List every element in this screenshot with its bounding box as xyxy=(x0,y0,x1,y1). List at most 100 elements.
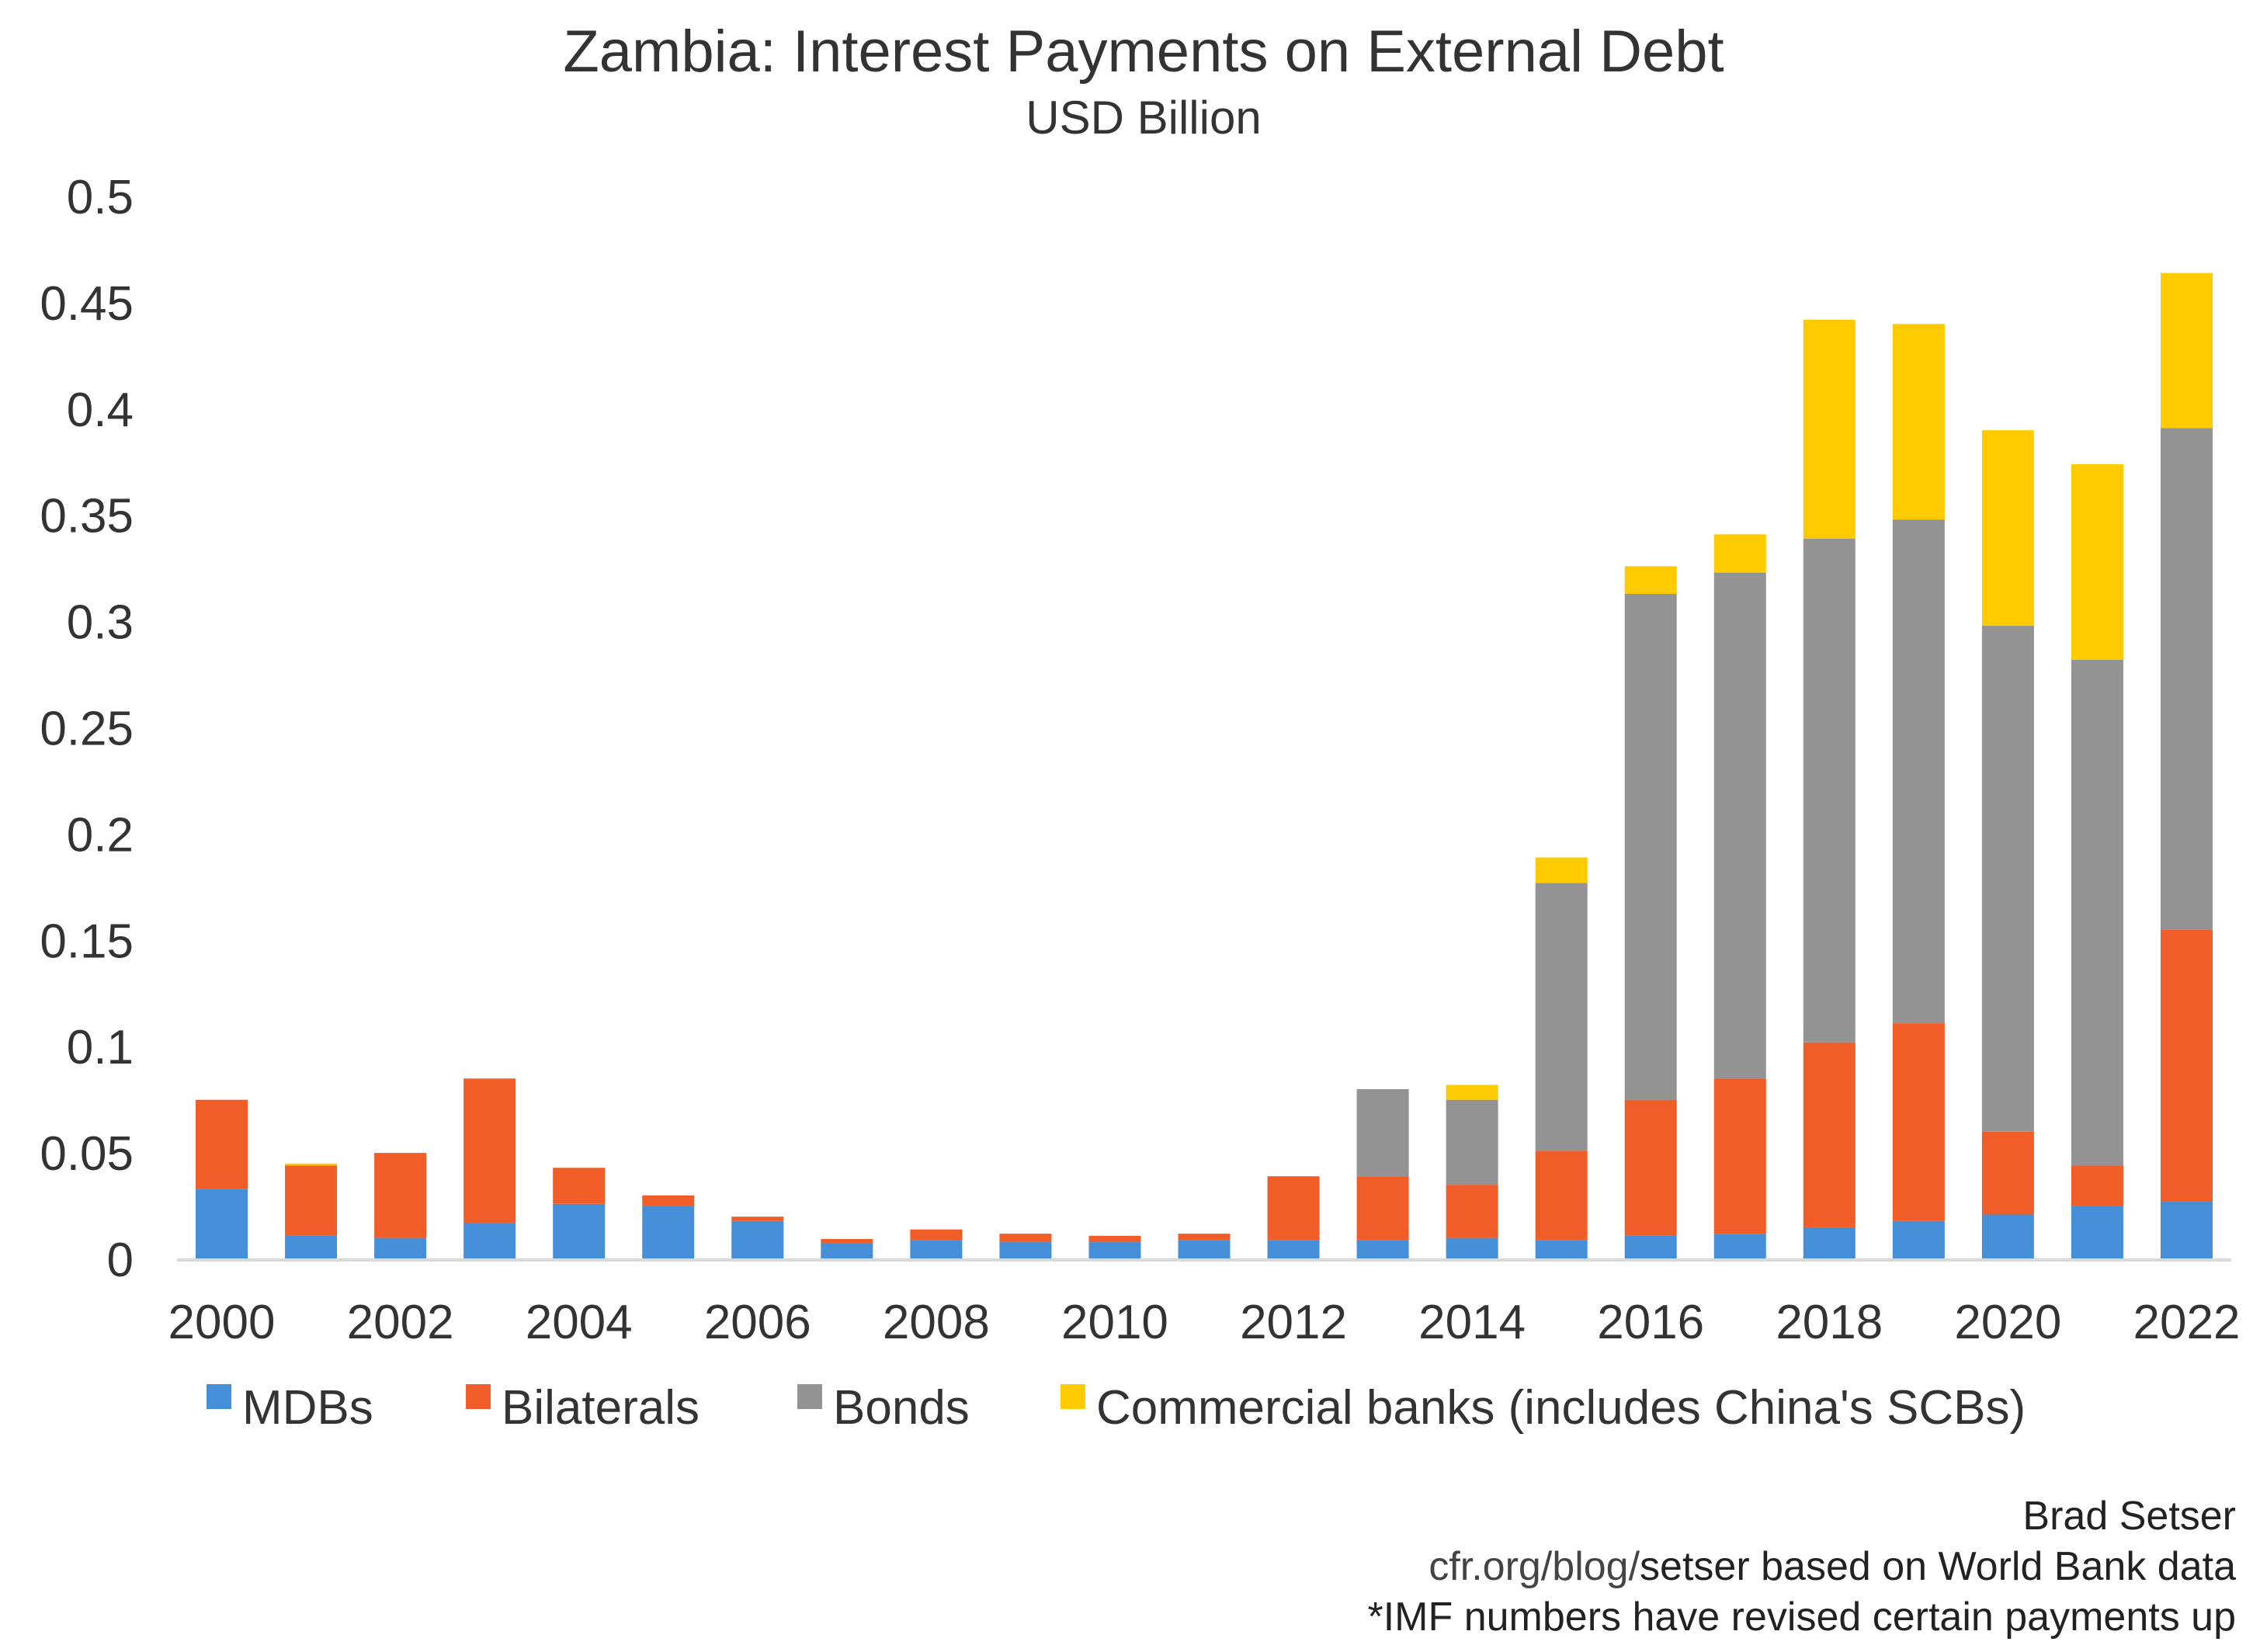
bar-mdbs-2017 xyxy=(1713,1234,1766,1259)
chart-title: Zambia: Interest Payments on External De… xyxy=(563,19,1724,85)
bar-mdbs-2004 xyxy=(553,1203,606,1259)
bar-bonds-2019 xyxy=(1892,519,1945,1024)
bar-mdbs-2016 xyxy=(1624,1235,1677,1259)
bar-mdbs-2014 xyxy=(1446,1237,1498,1259)
y-tick-label: 0.3 xyxy=(67,596,134,650)
bar-commercial-2017 xyxy=(1713,534,1766,573)
bar-commercial-2020 xyxy=(1981,430,2034,626)
bar-bonds-2016 xyxy=(1624,594,1677,1100)
bar-mdbs-2018 xyxy=(1803,1227,1856,1259)
bar-bilaterals-2007 xyxy=(821,1238,873,1244)
bar-bilaterals-2005 xyxy=(642,1195,695,1206)
x-tick-label: 2022 xyxy=(2133,1296,2241,1349)
bar-mdbs-2001 xyxy=(285,1235,338,1259)
bar-bonds-2018 xyxy=(1803,538,1856,1043)
legend-swatch xyxy=(466,1384,491,1409)
footer-source-rest: setser based on World Bank data xyxy=(1640,1544,2236,1589)
bar-mdbs-2000 xyxy=(196,1189,248,1259)
bars xyxy=(196,272,2213,1259)
bar-commercial-2014 xyxy=(1446,1085,1498,1100)
footer-source: cfr.org/blog/setser based on World Bank … xyxy=(1429,1544,2236,1589)
legend-swatch xyxy=(1061,1384,1085,1409)
x-tick-label: 2014 xyxy=(1418,1296,1526,1349)
bar-mdbs-2020 xyxy=(1981,1214,2034,1259)
bar-mdbs-2019 xyxy=(1892,1220,1945,1259)
y-tick-label: 0 xyxy=(107,1234,134,1287)
legend-swatch xyxy=(797,1384,822,1409)
x-tick-label: 2004 xyxy=(526,1296,633,1349)
bar-mdbs-2005 xyxy=(642,1206,695,1259)
y-tick-label: 0.45 xyxy=(40,277,134,331)
legend-label: Commercial banks (includes China's SCBs) xyxy=(1096,1381,2026,1435)
bar-bilaterals-2015 xyxy=(1535,1150,1588,1241)
bar-bilaterals-2012 xyxy=(1267,1176,1320,1241)
y-tick-label: 0.05 xyxy=(40,1127,134,1181)
chart-subtitle: USD Billion xyxy=(1026,92,1261,144)
bar-mdbs-2008 xyxy=(910,1240,963,1259)
bar-bilaterals-2013 xyxy=(1356,1176,1409,1241)
legend-label: MDBs xyxy=(242,1381,373,1435)
bar-mdbs-2002 xyxy=(374,1237,427,1259)
bar-bonds-2020 xyxy=(1981,626,2034,1132)
bar-bilaterals-2014 xyxy=(1446,1185,1498,1238)
x-tick-label: 2020 xyxy=(1954,1296,2061,1349)
bar-bonds-2013 xyxy=(1356,1088,1409,1177)
bar-bilaterals-2011 xyxy=(1178,1234,1231,1241)
y-tick-label: 0.1 xyxy=(67,1021,134,1074)
bar-mdbs-2009 xyxy=(999,1242,1052,1259)
y-axis-ticks: 0 0.05 0.1 0.15 0.2 0.25 0.3 0.35 0.4 0.45 0.5 xyxy=(40,171,134,1287)
bar-bonds-2022 xyxy=(2160,428,2213,930)
bar-mdbs-2013 xyxy=(1356,1240,1409,1259)
bar-mdbs-2015 xyxy=(1535,1240,1588,1259)
bar-bilaterals-2016 xyxy=(1624,1099,1677,1236)
y-tick-label: 0.25 xyxy=(40,703,134,756)
bar-bilaterals-2002 xyxy=(374,1153,427,1238)
bar-commercial-2016 xyxy=(1624,566,1677,595)
bar-commercial-2021 xyxy=(2071,463,2123,660)
bar-commercial-2015 xyxy=(1535,857,1588,883)
bar-mdbs-2011 xyxy=(1178,1240,1231,1259)
bar-bilaterals-2006 xyxy=(731,1216,784,1221)
bar-bilaterals-2018 xyxy=(1803,1042,1856,1227)
y-tick-label: 0.35 xyxy=(40,490,134,543)
legend: MDBs Bilaterals Bonds Commercial banks (inc… xyxy=(207,1381,2026,1435)
y-tick-label: 0.4 xyxy=(67,384,134,437)
bar-commercial-2019 xyxy=(1892,324,1945,520)
x-tick-label: 2012 xyxy=(1240,1296,1347,1349)
bar-mdbs-2021 xyxy=(2071,1206,2123,1259)
bar-commercial-2018 xyxy=(1803,319,1856,539)
x-tick-label: 2016 xyxy=(1597,1296,1704,1349)
y-tick-label: 0.2 xyxy=(67,808,134,862)
bar-mdbs-2022 xyxy=(2160,1202,2213,1259)
bar-bilaterals-2010 xyxy=(1088,1235,1141,1243)
footer-note: *IMF numbers have revised certain paymen… xyxy=(1367,1595,2236,1640)
bar-bilaterals-2001 xyxy=(285,1165,338,1236)
bar-bilaterals-2019 xyxy=(1892,1023,1945,1221)
bar-bonds-2017 xyxy=(1713,572,1766,1079)
bar-mdbs-2012 xyxy=(1267,1240,1320,1259)
y-tick-label: 0.15 xyxy=(40,914,134,968)
bar-bilaterals-2021 xyxy=(2071,1165,2123,1206)
bar-bilaterals-2009 xyxy=(999,1234,1052,1243)
x-tick-label: 2002 xyxy=(347,1296,454,1349)
x-tick-label: 2018 xyxy=(1776,1296,1883,1349)
bar-bilaterals-2022 xyxy=(2160,929,2213,1203)
bar-bilaterals-2000 xyxy=(196,1099,248,1189)
bar-bilaterals-2020 xyxy=(1981,1131,2034,1215)
bar-mdbs-2006 xyxy=(731,1220,784,1259)
y-tick-label: 0.5 xyxy=(67,171,134,224)
bar-bilaterals-2004 xyxy=(553,1168,606,1204)
bar-bonds-2015 xyxy=(1535,883,1588,1151)
bar-mdbs-2007 xyxy=(821,1243,873,1259)
bar-bilaterals-2008 xyxy=(910,1229,963,1241)
legend-label: Bonds xyxy=(833,1381,970,1435)
x-tick-label: 2006 xyxy=(704,1296,811,1349)
bar-bilaterals-2003 xyxy=(463,1078,516,1223)
bar-bonds-2014 xyxy=(1446,1099,1498,1185)
footer-author: Brad Setser xyxy=(2022,1494,2236,1539)
bar-commercial-2022 xyxy=(2160,272,2213,429)
x-axis-ticks: 2000 2002 2004 2006 2008 2010 2012 2014 2016 2018… xyxy=(168,1296,2241,1349)
x-tick-label: 2000 xyxy=(168,1296,276,1349)
x-tick-label: 2010 xyxy=(1061,1296,1168,1349)
